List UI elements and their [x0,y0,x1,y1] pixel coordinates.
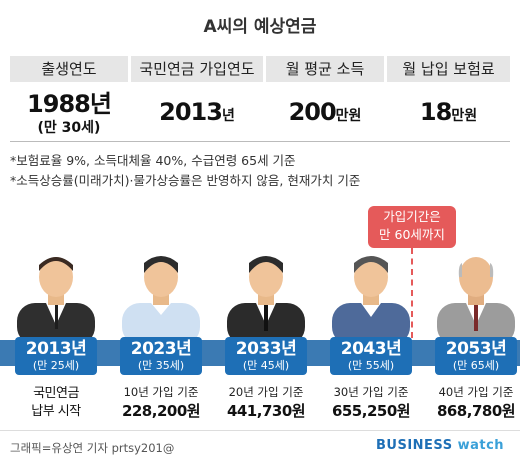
page-title: A씨의 예상연금 [203,17,317,37]
age-label: (만 35세) [137,359,185,372]
note-2: *소득상승률(미래가치)·물가상승률은 반영하지 않음, 현재가치 기준 [10,173,361,188]
person-2023-icon [122,256,200,345]
birth-year-number: 1988 [27,90,91,118]
age-label: (만 55세) [347,359,395,372]
income-number: 200 [288,98,337,126]
header-birth-year: 출생연도 [10,56,128,82]
year-label: 2023년 [130,339,192,359]
birth-year-value: 1988년 (만 30세) [10,84,128,140]
year-label: 2043년 [340,339,402,359]
note-1: *보험료율 9%, 소득대체율 40%, 수급연령 65세 기준 [10,153,296,168]
people-illustration [17,256,515,345]
callout-line1: 가입기간은 [383,209,441,224]
birth-year-unit: 년 [89,90,112,118]
header-income: 월 평균 소득 [266,56,384,82]
year-label: 2033년 [235,339,297,359]
caption-2023-basis: 10년 가입 기준 [123,385,199,399]
caption-2033-amount: 441,730원 [226,402,306,420]
caption-2013-line2: 납부 시작 [31,404,81,419]
person-2053-icon [437,257,515,345]
callout-bubble: 가입기간은 만 60세까지 [368,206,456,248]
header-premium: 월 납입 보험료 [387,56,510,82]
caption-2043-basis: 30년 가입 기준 [333,385,409,399]
year-label: 2053년 [445,339,507,359]
caption-2023-amount: 228,200원 [121,402,201,420]
year-badge-2043: 2043년 (만 55세) [330,337,412,375]
person-2033-icon [227,256,305,345]
footer-divider [0,430,520,431]
join-year-value: 2013년 [131,84,263,140]
join-year-number: 2013 [159,98,223,126]
age-label: (만 45세) [242,359,290,372]
caption-2033-basis: 20년 가입 기준 [228,385,304,399]
caption-2053-amount: 868,780원 [436,402,516,420]
income-unit: 만원 [335,108,362,124]
brand-main: BUSINESS [376,438,453,453]
join-year-unit: 년 [221,108,235,124]
birth-age: (만 30세) [37,120,101,136]
caption-2043-amount: 655,250원 [331,402,411,420]
footer-credit: 그래픽=유상연 기자 prtsy201@ [10,441,175,455]
year-badge-2023: 2023년 (만 35세) [120,337,202,375]
callout-line2: 만 60세까지 [379,227,445,242]
callout-dashed-line [411,248,413,338]
premium-number: 18 [419,98,452,126]
year-badge-2013: 2013년 (만 25세) [15,337,97,375]
year-badge-2053: 2053년 (만 65세) [435,337,517,375]
age-label: (만 25세) [32,359,80,372]
income-value: 200만원 [266,84,384,140]
age-label: (만 65세) [452,359,500,372]
header-join-year: 국민연금 가입연도 [131,56,263,82]
person-2043-icon [332,256,410,345]
caption-2013-line1: 국민연금 [33,386,79,401]
person-2013-icon [17,257,95,345]
premium-unit: 만원 [451,108,478,124]
caption-2053-basis: 40년 가입 기준 [438,385,514,399]
brand-logo: BUSINESS watch [376,438,504,453]
year-badge-2033: 2033년 (만 45세) [225,337,307,375]
table-divider [10,141,510,142]
brand-sub: watch [457,438,505,453]
year-label: 2013년 [25,339,87,359]
premium-value: 18만원 [387,84,510,140]
